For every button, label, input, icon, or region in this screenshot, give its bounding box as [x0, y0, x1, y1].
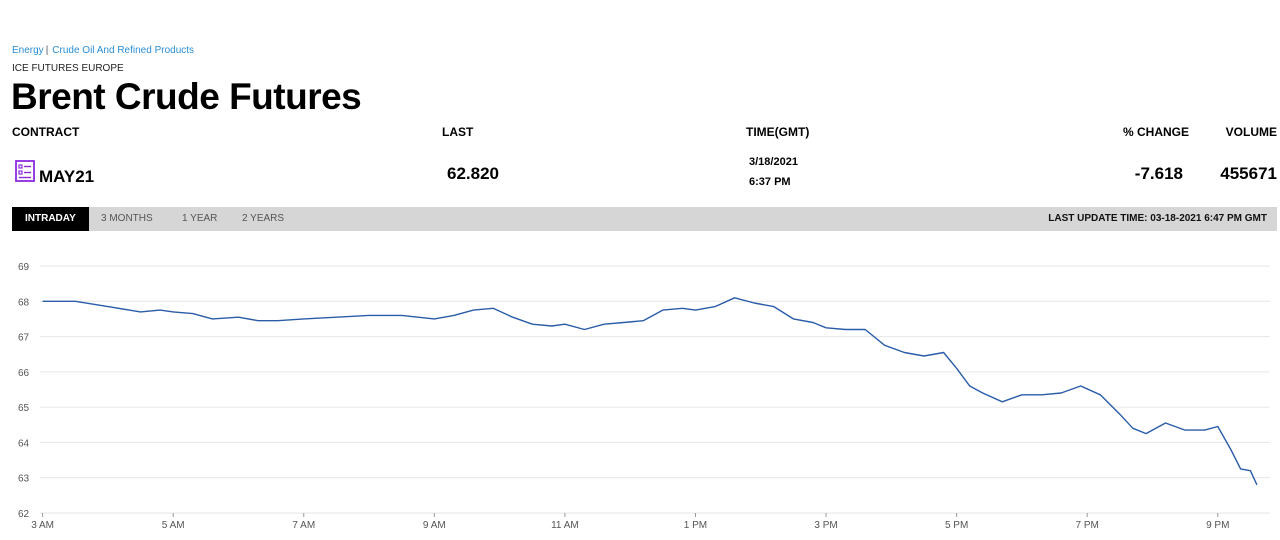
price-line	[42, 297, 1258, 486]
tab-3-months[interactable]: 3 MONTHS	[101, 213, 153, 224]
x-tick-label: 5 AM	[162, 520, 185, 531]
y-tick-label: 64	[18, 438, 30, 449]
volume-value: 455671	[1220, 164, 1277, 183]
y-tick-label: 63	[18, 474, 30, 485]
breadcrumb-link-energy[interactable]: Energy	[12, 45, 44, 56]
last-value: 62.820	[447, 164, 499, 183]
time-date-value: 3/18/2021	[749, 156, 798, 168]
header-change: % CHANGE	[1122, 125, 1189, 139]
contract-value[interactable]: MAY21	[39, 167, 95, 186]
x-tick-label: 9 PM	[1206, 520, 1229, 531]
page-title: Brent Crude Futures	[11, 76, 362, 117]
tab-1-year[interactable]: 1 YEAR	[182, 213, 218, 224]
y-tick-label: 67	[18, 333, 30, 344]
breadcrumb-separator: |	[45, 45, 49, 56]
y-tick-label: 68	[18, 297, 30, 308]
header-time: TIME(GMT)	[746, 125, 810, 139]
y-tick-label: 65	[18, 403, 30, 414]
x-tick-label: 7 AM	[292, 520, 315, 531]
breadcrumb: Energy | Crude Oil And Refined Products	[12, 45, 194, 56]
header-last: LAST	[442, 125, 474, 139]
time-clock-value: 6:37 PM	[749, 176, 791, 188]
header-contract: CONTRACT	[12, 125, 80, 139]
last-update-time: LAST UPDATE TIME: 03-18-2021 6:47 PM GMT	[1048, 213, 1267, 224]
x-tick-label: 3 PM	[814, 520, 837, 531]
x-tick-label: 5 PM	[945, 520, 968, 531]
range-tab-bar: INTRADAY 3 MONTHS 1 YEAR 2 YEARS LAST UP…	[12, 207, 1277, 231]
exchange-name: ICE FUTURES EUROPE	[12, 63, 124, 74]
x-tick-label: 11 AM	[551, 520, 579, 531]
header-volume: VOLUME	[1225, 125, 1277, 139]
change-value: -7.618	[1134, 164, 1183, 183]
y-tick-label: 66	[18, 368, 30, 379]
y-tick-label: 69	[18, 262, 30, 273]
price-chart: 69 68 67 66 65 64 63 623 AM 5 AM 7 AM 9 AM 11 AM 1 P…	[18, 262, 1270, 531]
x-tick-label: 1 PM	[684, 520, 707, 531]
x-tick-label: 9 AM	[423, 520, 446, 531]
x-tick-label: 7 PM	[1076, 520, 1099, 531]
y-tick-label: 62	[18, 509, 30, 520]
x-tick-label: 3 AM	[31, 520, 54, 531]
tab-2-years[interactable]: 2 YEARS	[242, 213, 285, 224]
tab-intraday[interactable]: INTRADAY	[12, 207, 89, 231]
breadcrumb-link-crude-oil[interactable]: Crude Oil And Refined Products	[52, 45, 195, 56]
spec-sheet-icon[interactable]	[15, 160, 35, 182]
